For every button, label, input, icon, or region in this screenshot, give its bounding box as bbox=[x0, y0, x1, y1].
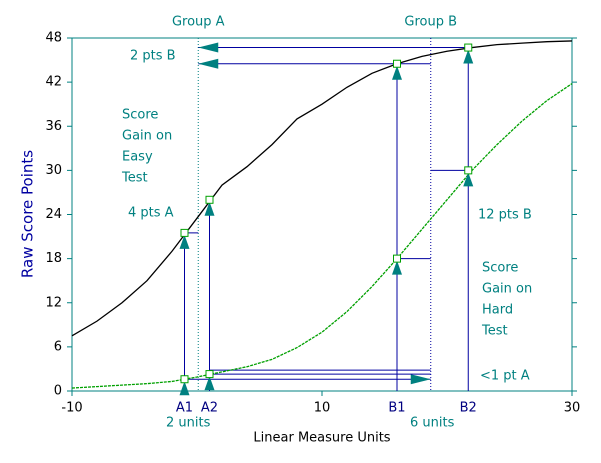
arrow-head bbox=[204, 376, 215, 391]
annotation: Easy bbox=[122, 150, 153, 165]
y-tick-label: 12 bbox=[45, 295, 62, 310]
x-tick-label: 30 bbox=[564, 401, 581, 416]
annotation: 4 pts A bbox=[128, 206, 174, 221]
y-axis-title: Raw Score Points bbox=[19, 150, 37, 278]
annotation: Gain on bbox=[482, 282, 532, 297]
annotation: Test bbox=[481, 324, 508, 339]
marker-point bbox=[464, 166, 473, 175]
annotation: Test bbox=[121, 171, 148, 186]
annotation: 2 pts B bbox=[130, 49, 176, 64]
annotation: Score bbox=[482, 261, 518, 276]
y-tick-label: 6 bbox=[54, 339, 62, 354]
y-tick-label: 42 bbox=[45, 75, 62, 90]
annotation: 12 pts B bbox=[478, 208, 532, 223]
arrow-head bbox=[198, 42, 219, 53]
marker-point bbox=[180, 375, 189, 384]
marker-point bbox=[464, 43, 473, 52]
y-tick-label: 0 bbox=[54, 384, 62, 399]
y-tick-label: 48 bbox=[45, 31, 62, 46]
marker-label: B2 bbox=[460, 401, 477, 416]
marker-point bbox=[180, 228, 189, 237]
group-label: Group A bbox=[172, 15, 225, 30]
arrow-head bbox=[463, 172, 474, 187]
y-tick-label: 30 bbox=[45, 163, 62, 178]
marker-point bbox=[393, 59, 401, 68]
annotation: Hard bbox=[482, 303, 513, 318]
arrow-head bbox=[463, 49, 474, 64]
annotation: 2 units bbox=[166, 416, 211, 431]
annotation: <1 pt A bbox=[480, 369, 530, 384]
group-label: Group B bbox=[404, 15, 457, 30]
annotation: Gain on bbox=[122, 129, 172, 144]
arrow-head bbox=[179, 234, 190, 249]
y-tick-label: 36 bbox=[45, 119, 62, 134]
x-axis-title: Linear Measure Units bbox=[253, 431, 390, 446]
marker-point bbox=[205, 195, 214, 204]
annotation: 6 units bbox=[410, 416, 455, 431]
marker-label: B1 bbox=[388, 401, 405, 416]
series-line bbox=[71, 83, 573, 389]
y-tick-label: 24 bbox=[45, 207, 62, 222]
arrow-head bbox=[179, 381, 190, 396]
series-line bbox=[71, 40, 573, 337]
arrow-head bbox=[204, 201, 215, 216]
y-tick-label: 18 bbox=[45, 251, 62, 266]
marker-label: A2 bbox=[201, 401, 218, 416]
marker-point bbox=[393, 254, 401, 263]
annotation: Score bbox=[122, 108, 158, 123]
arrow-head bbox=[392, 65, 402, 80]
x-tick-label: -10 bbox=[61, 401, 82, 416]
arrow-head bbox=[392, 260, 402, 275]
x-tick-label: 10 bbox=[314, 401, 331, 416]
arrow-head bbox=[410, 374, 431, 385]
arrow-head bbox=[198, 58, 219, 69]
marker-point bbox=[205, 370, 214, 379]
marker-label: A1 bbox=[176, 401, 193, 416]
